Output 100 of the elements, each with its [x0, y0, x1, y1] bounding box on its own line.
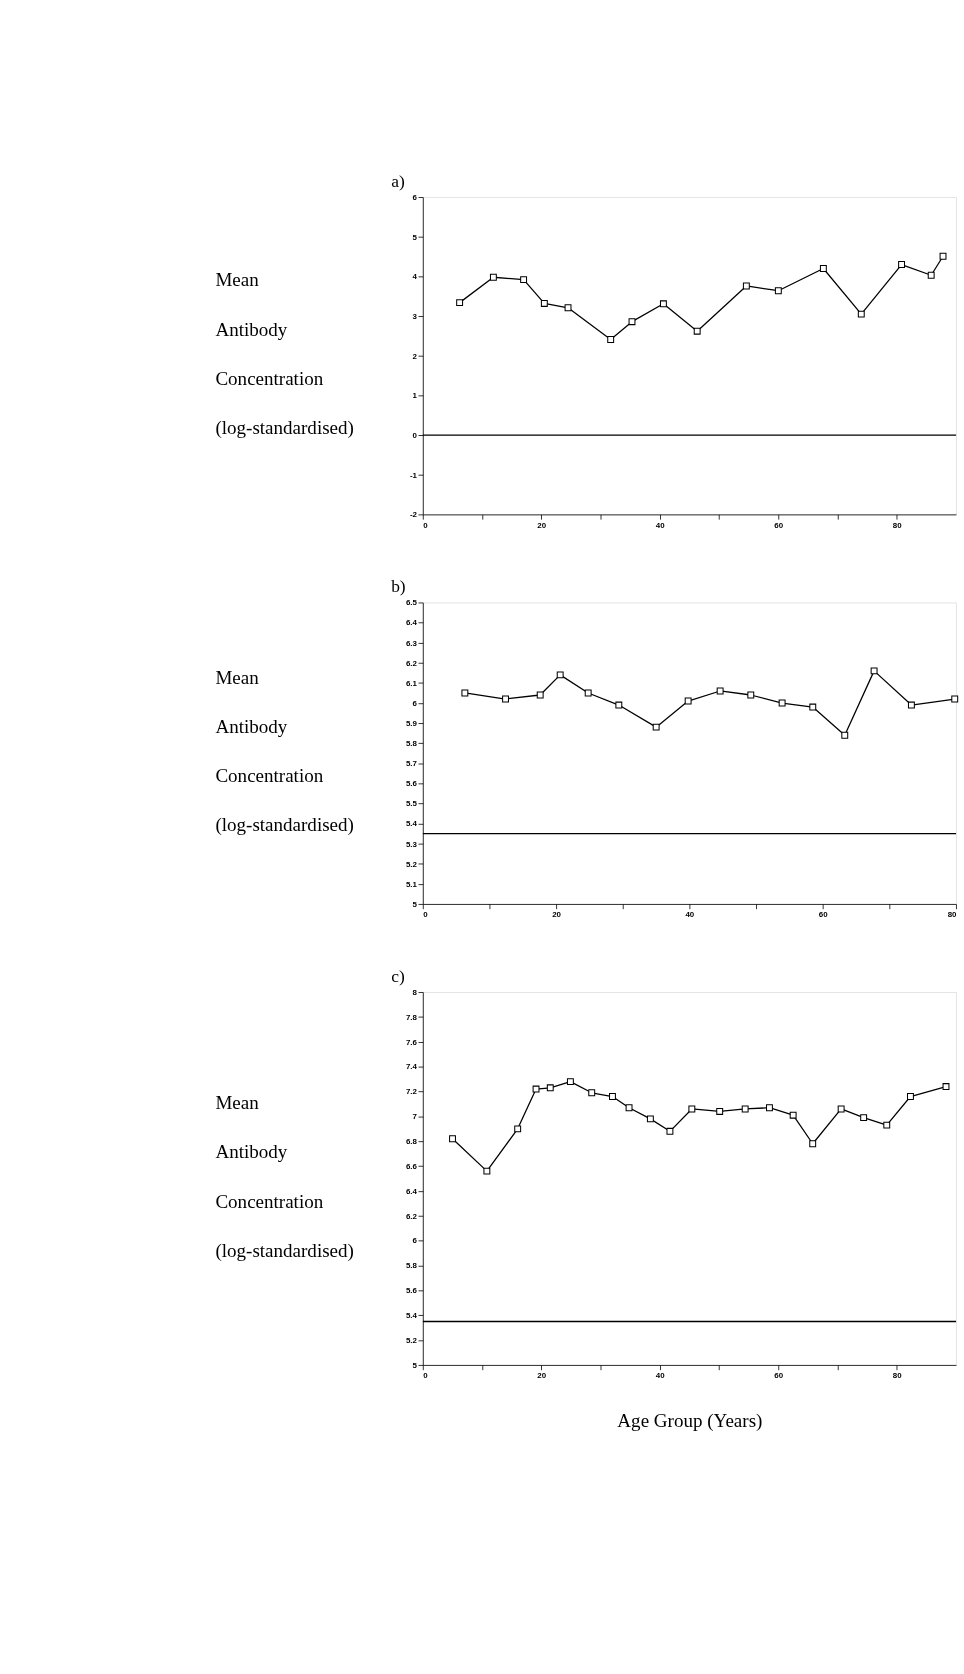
point	[716, 1107, 724, 1115]
x-tick-label: 20	[537, 520, 547, 530]
x-axis-title: Age Group (Years)	[617, 1409, 763, 1432]
y-tick-label: 6.4	[405, 618, 418, 628]
x-tick-label: 40	[655, 520, 666, 530]
point	[666, 1127, 674, 1135]
x-tick-label: 60	[774, 520, 784, 530]
y-tick-label: 5.8	[405, 1261, 418, 1271]
point	[907, 701, 915, 709]
y-tick-label: 6.4	[405, 1186, 418, 1196]
y-tick-label: 4	[412, 272, 418, 282]
point	[774, 287, 782, 295]
point	[588, 1089, 596, 1097]
point	[789, 1111, 797, 1119]
point	[520, 276, 528, 284]
point	[741, 1105, 749, 1113]
y-tick-label: 5	[412, 1360, 418, 1370]
x-tick-label: 40	[685, 910, 695, 920]
point	[684, 697, 692, 705]
y-tick-label: 7.2	[405, 1087, 418, 1097]
y-tick-label: 6.8	[405, 1137, 418, 1147]
point	[609, 1093, 616, 1100]
text: Mean Antibody Concentration (log-standardised)	[215, 666, 354, 836]
point	[809, 703, 817, 711]
x-tick-label: 80	[947, 910, 958, 920]
chart-title: b)	[391, 576, 406, 597]
point	[716, 687, 724, 695]
x-tick-label: 0	[423, 1371, 429, 1381]
point	[456, 299, 464, 307]
y-tick-label: 7.8	[405, 1012, 418, 1022]
text: Mean Antibody Concentration (log-standardised)	[215, 1092, 354, 1261]
chart-title: c)	[391, 965, 405, 986]
point	[584, 689, 592, 697]
point	[659, 300, 667, 308]
point	[502, 695, 509, 703]
x-tick-label: 0	[423, 520, 429, 530]
point	[532, 1085, 540, 1093]
point	[819, 265, 827, 272]
point	[607, 336, 615, 343]
point	[628, 318, 636, 326]
point	[883, 1121, 891, 1129]
y-tick-label: 6.1	[405, 678, 418, 688]
x-tick-label: 60	[818, 910, 829, 920]
text: Mean Antibody Concentration (log-standardised)	[215, 269, 354, 438]
y-tick-label: 8	[412, 987, 418, 997]
y-tick-label: 0	[412, 430, 418, 440]
y-tick-label: 5.4	[405, 1311, 418, 1321]
y-tick-label: 6.5	[405, 598, 418, 608]
point	[747, 691, 755, 699]
y-tick-label: 5.6	[405, 779, 418, 789]
y-tick-label: 7.6	[405, 1037, 418, 1047]
point	[942, 1083, 950, 1091]
point	[566, 1078, 574, 1086]
y-tick-label: 5.7	[405, 759, 418, 769]
y-tick-label: 6.2	[405, 1211, 418, 1221]
x-tick-label: 60	[774, 1371, 784, 1381]
point	[646, 1115, 654, 1123]
x-tick-label: 40	[655, 1371, 666, 1381]
point	[461, 689, 469, 697]
point	[860, 1114, 868, 1122]
point	[939, 252, 947, 260]
y-tick-label: 5.1	[405, 879, 418, 889]
y-tick-label: 5.9	[405, 718, 418, 728]
y-tick-label: 6	[412, 698, 418, 708]
y-tick-label: -1	[409, 470, 418, 480]
point	[489, 273, 497, 281]
y-tick-label: 5	[412, 232, 418, 242]
y-tick-label: 5.6	[405, 1286, 418, 1296]
y-tick-label: 5.2	[405, 1335, 418, 1345]
y-tick-label: 5.4	[405, 819, 418, 829]
y-tick-label: 1	[412, 391, 418, 401]
x-tick-label: 80	[892, 520, 903, 530]
point	[615, 701, 623, 709]
point	[898, 261, 906, 269]
point	[514, 1125, 522, 1133]
point	[927, 271, 935, 279]
y-tick-label: 5	[412, 899, 418, 909]
point	[742, 282, 750, 290]
point	[556, 671, 564, 679]
point	[906, 1093, 914, 1100]
y-tick-label: 5.8	[405, 739, 418, 749]
point	[809, 1140, 817, 1148]
chart-title: a)	[391, 170, 405, 191]
y-tick-label: 6.6	[405, 1161, 418, 1171]
y-tick-label: 5.2	[405, 859, 418, 869]
point	[693, 327, 701, 335]
y-tick-label: 5.5	[405, 799, 418, 809]
y-tick-label: 6.2	[405, 658, 418, 668]
point	[449, 1135, 456, 1143]
y-tick-label: 6.3	[405, 638, 418, 648]
point	[841, 731, 849, 739]
point	[870, 667, 878, 675]
point	[536, 691, 544, 699]
point	[857, 310, 865, 318]
y-tick-label: 6	[412, 1236, 418, 1246]
y-tick-label: 7.4	[405, 1062, 418, 1072]
point	[483, 1167, 491, 1175]
x-tick-label: 0	[423, 910, 429, 920]
point	[688, 1105, 696, 1113]
point	[540, 299, 548, 307]
